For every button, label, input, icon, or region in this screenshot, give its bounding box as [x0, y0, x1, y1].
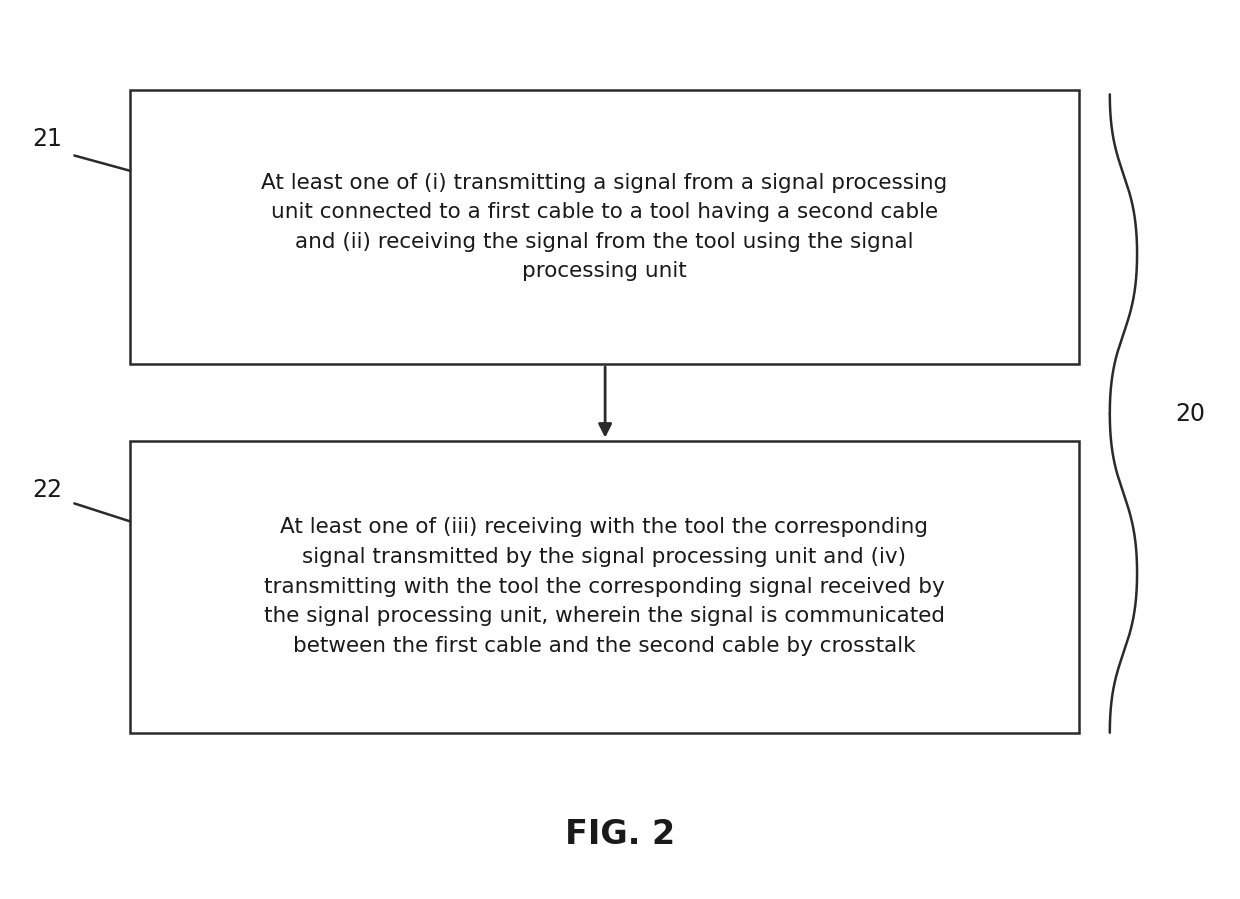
Text: 21: 21: [32, 128, 62, 151]
Text: At least one of (i) transmitting a signal from a signal processing
unit connecte: At least one of (i) transmitting a signa…: [262, 173, 947, 281]
Text: FIG. 2: FIG. 2: [565, 818, 675, 850]
Text: 20: 20: [1176, 402, 1205, 425]
FancyBboxPatch shape: [130, 441, 1079, 733]
Text: 22: 22: [32, 478, 62, 502]
FancyBboxPatch shape: [130, 90, 1079, 364]
Text: At least one of (iii) receiving with the tool the corresponding
signal transmitt: At least one of (iii) receiving with the…: [264, 518, 945, 655]
